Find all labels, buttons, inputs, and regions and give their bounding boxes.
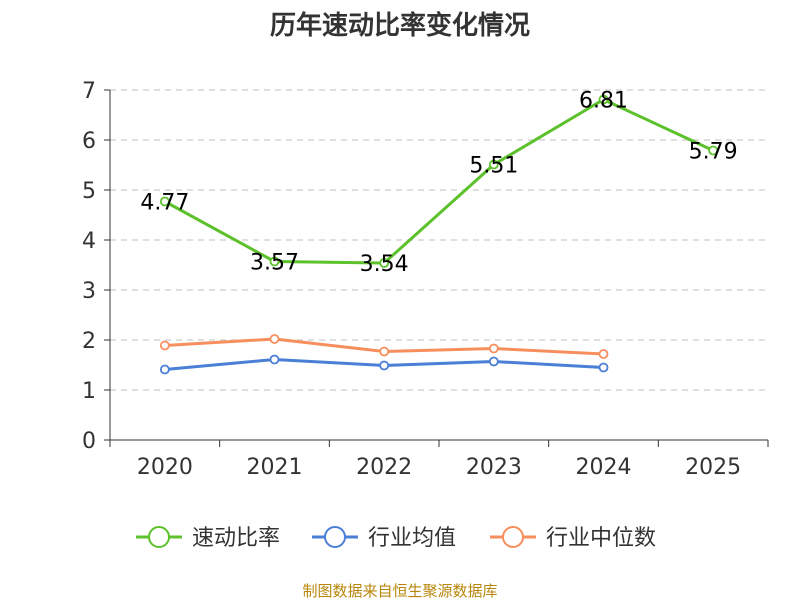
data-point-marker [379, 360, 390, 371]
data-point-marker [269, 354, 280, 365]
y-tick-label: 2 [82, 329, 96, 354]
x-tick-label: 2020 [137, 455, 193, 480]
legend-swatch-marker[interactable] [502, 526, 524, 548]
x-tick-label: 2021 [247, 455, 303, 480]
chart-title: 历年速动比率变化情况 [270, 10, 530, 41]
x-tick-label: 2024 [576, 455, 632, 480]
legend-swatch-marker[interactable] [148, 526, 170, 548]
data-label: 3.54 [360, 252, 409, 277]
y-tick-label: 0 [82, 429, 96, 454]
data-point-marker [379, 346, 390, 357]
x-tick-label: 2022 [356, 455, 412, 480]
data-point-marker [159, 196, 170, 207]
data-point-marker [159, 340, 170, 351]
data-point-marker [488, 356, 499, 367]
data-point-marker [269, 334, 280, 344]
y-tick-label: 5 [82, 179, 96, 204]
y-tick-label: 6 [82, 129, 96, 154]
data-point-marker [269, 256, 280, 267]
data-label: 5.51 [469, 154, 518, 179]
data-point-marker [708, 145, 719, 156]
data-label: 3.57 [250, 251, 299, 276]
data-label: 5.79 [689, 140, 738, 165]
data-point-marker [598, 362, 609, 373]
legend-label[interactable]: 速动比率 [192, 526, 280, 551]
legend-label[interactable]: 行业均值 [368, 526, 456, 551]
data-point-marker [598, 94, 609, 105]
x-tick-label: 2023 [466, 455, 522, 480]
data-source-note: 制图数据来自恒生聚源数据库 [302, 582, 497, 600]
y-tick-label: 7 [82, 79, 96, 104]
legend-label[interactable]: 行业中位数 [546, 526, 656, 551]
y-tick-label: 1 [82, 379, 96, 404]
y-tick-label: 4 [82, 229, 96, 254]
data-point-marker [488, 159, 499, 170]
data-point-marker [488, 343, 499, 354]
data-label: 6.81 [579, 89, 628, 114]
x-tick-label: 2025 [685, 455, 741, 480]
y-tick-label: 3 [82, 279, 96, 304]
data-label: 4.77 [140, 191, 189, 216]
data-point-marker [379, 258, 390, 268]
data-point-marker [598, 349, 609, 359]
legend-swatch-marker[interactable] [324, 526, 346, 548]
series-line-0 [164, 98, 714, 265]
data-point-marker [159, 364, 170, 375]
